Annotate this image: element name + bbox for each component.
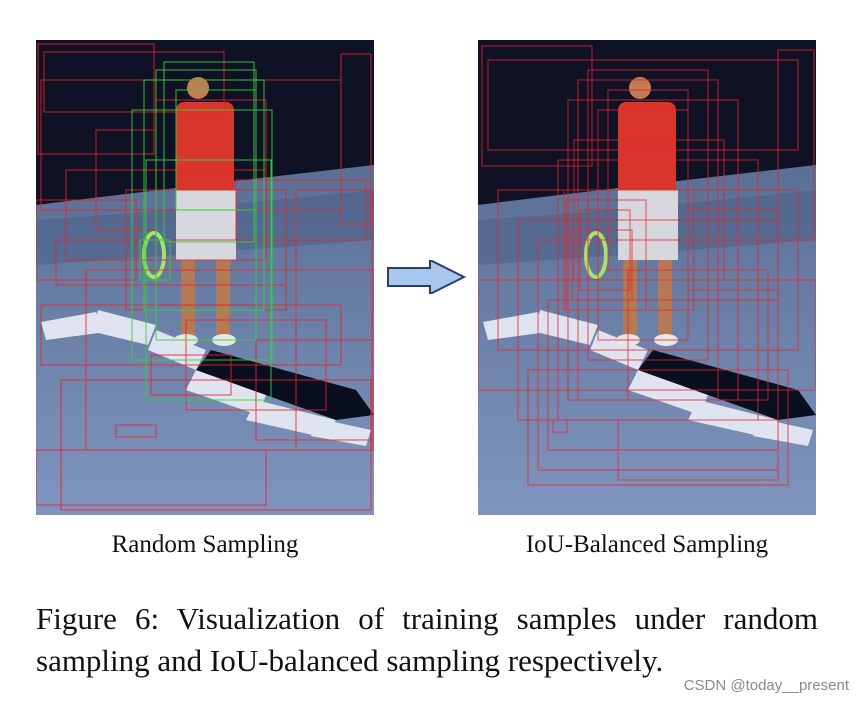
random-sampling-caption: Random Sampling (111, 531, 299, 558)
watermark: CSDN @today__present (683, 677, 849, 694)
iou-balanced-sampling-image (478, 40, 816, 515)
right-arrow-icon (387, 260, 466, 294)
iou-balanced-sampling-caption: IoU-Balanced Sampling (525, 531, 769, 558)
figure-caption: Figure 6: Visualization of training samp… (36, 598, 818, 682)
figure-caption-line-1: Figure 6: Visualization of training samp… (36, 601, 818, 636)
random-sampling-image (36, 40, 374, 515)
figure-caption-line-2: sampling and IoU-balanced sampling respe… (36, 643, 664, 678)
